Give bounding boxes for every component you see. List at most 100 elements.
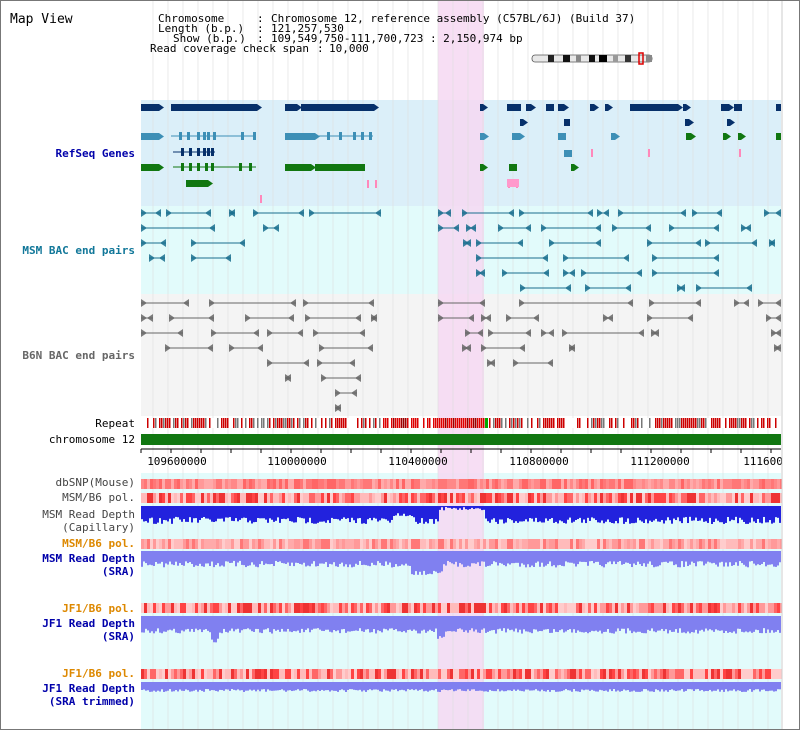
msm-b6-pol-cell [372, 493, 375, 503]
jf1-b6-pol-cell [345, 603, 348, 613]
jf1-read-depth-sra-trimmed[interactable] [141, 682, 781, 692]
dbsnp-cell [720, 479, 723, 489]
msm-b6-pol-strip-2[interactable] [141, 539, 783, 549]
track-label-refseq-genes[interactable]: RefSeq Genes [56, 147, 135, 160]
jf1-b6-pol-cell [249, 669, 252, 679]
track-label-dbsnp[interactable]: dbSNP(Mouse) [56, 476, 135, 489]
dbsnp-cell [771, 479, 774, 489]
depth-bar [299, 616, 301, 633]
track-label-jf1-depth-trimmed[interactable]: JF1 Read Depth [42, 682, 135, 695]
track-label-chromosome[interactable]: chromosome 12 [49, 433, 135, 446]
msm-b6-pol-cell [726, 493, 729, 503]
msm-b6-pol-cell [723, 493, 726, 503]
depth-bar [219, 616, 221, 633]
refseq-gene-features[interactable] [141, 104, 781, 203]
repeat-track[interactable] [141, 418, 781, 428]
jf1-b6-pol-cell [219, 603, 222, 613]
track-label-repeat[interactable]: Repeat [95, 417, 135, 430]
depth-bar [315, 616, 317, 629]
msm-b6-pol-cell [321, 493, 324, 503]
jf1-read-depth-sra[interactable] [141, 616, 781, 643]
jf1-b6-pol-cell [501, 669, 504, 679]
msm-bac-end-pair-features[interactable] [141, 209, 781, 292]
msm-read-depth-sra[interactable] [141, 551, 781, 575]
jf1-b6-pol-cell [681, 603, 684, 613]
track-label-msm-bac[interactable]: MSM BAC end pairs [22, 244, 135, 257]
depth-bar [515, 616, 517, 629]
depth-bar [517, 551, 519, 563]
depth-bar [313, 682, 315, 691]
right-scroll-edge[interactable] [782, 1, 799, 729]
b6n-bac-end-pair-features[interactable] [141, 299, 781, 412]
depth-bar [435, 506, 437, 520]
repeat-element [315, 418, 317, 428]
depth-bar [327, 506, 329, 521]
jf1-b6-pol-cell [147, 603, 150, 613]
depth-bar [559, 616, 561, 631]
repeat-element [531, 418, 533, 428]
msm-b6-pol-cell [546, 539, 549, 549]
msm-b6-pol-cell [582, 539, 585, 549]
jf1-b6-pol-cell [411, 603, 414, 613]
jf1-b6-pol-cell [243, 603, 246, 613]
depth-bar [393, 551, 395, 567]
track-label-b6n-bac[interactable]: B6N BAC end pairs [22, 349, 135, 362]
dbsnp-cell [522, 479, 525, 489]
msm-b6-pol-cell [543, 539, 546, 549]
depth-bar [381, 551, 383, 566]
repeat-element [683, 418, 685, 428]
depth-bar [753, 551, 755, 564]
depth-bar [457, 616, 459, 629]
depth-bar [381, 506, 383, 519]
depth-bar [309, 551, 311, 567]
msm-b6-pol-cell [180, 539, 183, 549]
repeat-element [449, 418, 451, 428]
jf1-b6-pol-strip-1[interactable] [141, 603, 783, 613]
depth-bar [195, 682, 197, 690]
jf1-b6-pol-cell [243, 669, 246, 679]
track-label-msm-depth-sra[interactable]: MSM Read Depth [42, 552, 135, 565]
gene-arrow [208, 180, 213, 187]
depth-bar [453, 551, 455, 565]
msm-b6-pol-strip-1[interactable] [141, 493, 783, 503]
jf1-b6-pol-cell [249, 603, 252, 613]
depth-bar [553, 682, 555, 691]
depth-bar [353, 616, 355, 631]
jf1-b6-pol-cell [642, 603, 645, 613]
chromosome-bar[interactable] [141, 434, 781, 445]
jf1-b6-pol-strip-2[interactable] [141, 669, 783, 679]
msm-b6-pol-cell [462, 493, 465, 503]
depth-bar [259, 551, 261, 565]
depth-bar [271, 551, 273, 564]
depth-bar [285, 682, 287, 692]
chromosome-ideogram[interactable] [531, 52, 653, 65]
b6n-bac-pair-end [297, 329, 303, 337]
dbsnp-cell [462, 479, 465, 489]
dbsnp-cell [237, 479, 240, 489]
b6n-bac-pair-end [547, 359, 553, 367]
jf1-b6-pol-cell [687, 669, 690, 679]
gene-marker [260, 195, 262, 203]
track-label-jf1-depth-sra[interactable]: JF1 Read Depth [42, 617, 135, 630]
depth-bar [255, 682, 257, 692]
depth-bar [749, 616, 751, 632]
repeat-element [307, 418, 309, 428]
dbsnp-strip[interactable] [141, 479, 783, 489]
jf1-b6-pol-cell [633, 669, 636, 679]
jf1-b6-pol-cell [558, 669, 561, 679]
track-label-msm-depth-capillary[interactable]: MSM Read Depth [42, 508, 135, 521]
repeat-element [277, 418, 279, 428]
jf1-b6-pol-cell [510, 603, 513, 613]
depth-bar [255, 506, 257, 522]
repeat-element [223, 418, 225, 428]
depth-bar [233, 682, 235, 690]
depth-bar [351, 551, 353, 568]
track-label-msm-b6-pol-1[interactable]: MSM/B6 pol. [62, 491, 135, 504]
track-label-jf1-b6-pol-2[interactable]: JF1/B6 pol. [62, 667, 135, 680]
msm-b6-pol-cell [642, 539, 645, 549]
msm-read-depth-capillary[interactable] [141, 506, 781, 524]
track-label-jf1-b6-pol-1[interactable]: JF1/B6 pol. [62, 602, 135, 615]
track-label-msm-b6-pol-2[interactable]: MSM/B6 pol. [62, 537, 135, 550]
